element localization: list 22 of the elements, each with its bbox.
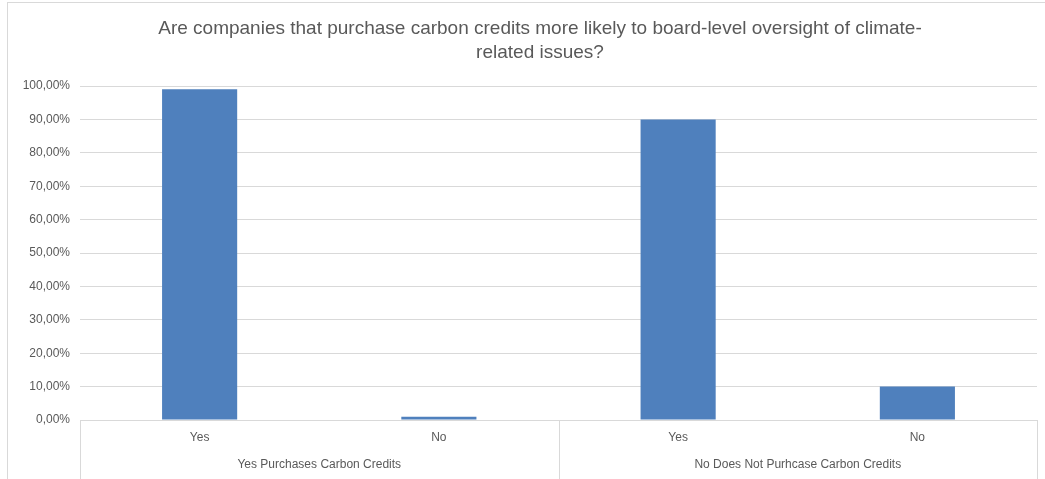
x-tick-label: No — [909, 429, 926, 444]
y-tick-label: 10,00% — [29, 378, 71, 393]
x-tick-label: Yes — [668, 429, 688, 444]
x-tick-label: No — [431, 429, 447, 444]
bar — [640, 119, 716, 420]
y-tick-label: 90,00% — [29, 111, 71, 126]
y-tick-label: 80,00% — [29, 145, 71, 160]
bar — [879, 386, 955, 420]
chart-title: Are companies that purchase carbon credits more likely to board-level oversight of climate-related issues? — [158, 17, 922, 63]
y-tick-label: 40,00% — [29, 278, 71, 293]
text: No Does Not Purhcase Carbon Credits — [694, 457, 902, 472]
y-tick-label: 70,00% — [29, 178, 71, 193]
y-tick-label: 30,00% — [29, 312, 71, 327]
y-tick-label: 60,00% — [29, 211, 71, 226]
x-tick-label: Yes — [189, 429, 210, 444]
text: Yes Purchases Carbon Credits — [237, 457, 402, 472]
y-tick-label: 0,00% — [35, 412, 71, 427]
y-tick-label: 50,00% — [29, 245, 71, 260]
y-tick-label: 100,00% — [22, 78, 71, 93]
bar — [401, 416, 477, 420]
y-tick-label: 20,00% — [29, 345, 71, 360]
bar — [162, 89, 238, 420]
